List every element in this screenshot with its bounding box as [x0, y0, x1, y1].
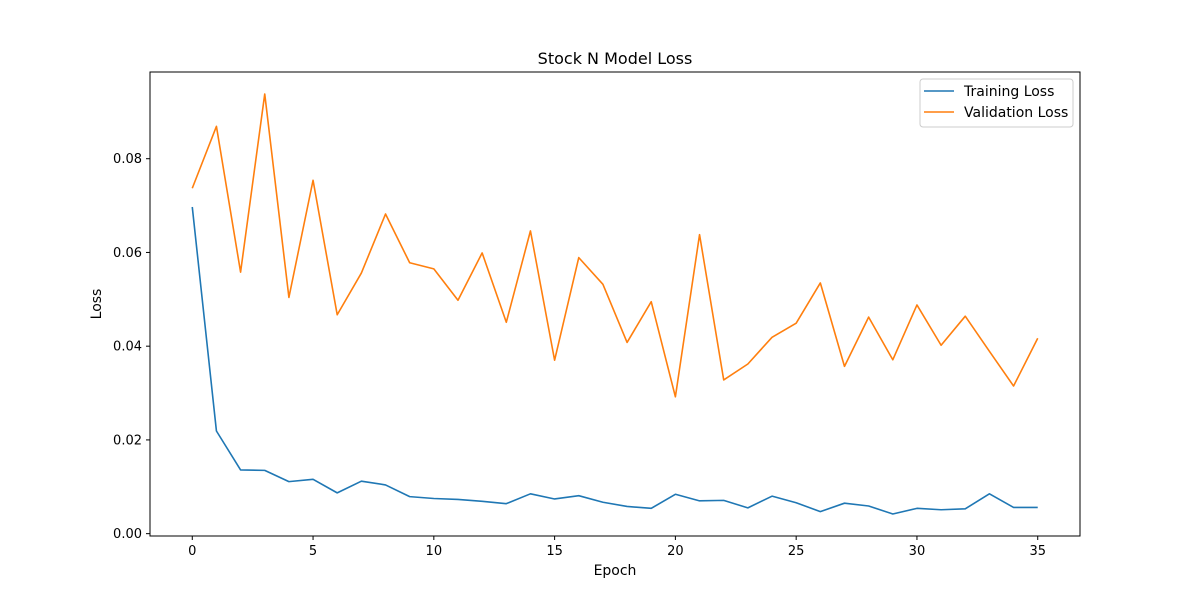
x-tick-label: 35: [1029, 544, 1046, 559]
x-tick-label: 10: [426, 544, 443, 559]
legend: Training Loss Validation Loss: [919, 78, 1074, 128]
x-tick-label: 20: [667, 544, 684, 559]
chart-title: Stock N Model Loss: [538, 49, 693, 68]
x-axis-title: Epoch: [594, 563, 637, 579]
legend-box: [919, 78, 1074, 128]
plot-area-frame: [149, 71, 1081, 537]
series-layer: [191, 93, 1039, 515]
x-tick-label: 5: [309, 544, 317, 559]
training-loss-line: [191, 206, 1038, 515]
y-tick-label: 0.04: [113, 340, 142, 355]
legend-label: Training Loss: [963, 84, 1054, 100]
x-tick-label: 25: [788, 544, 805, 559]
y-tick-label: 0.02: [113, 433, 142, 448]
y-tick-label: 0.06: [113, 246, 142, 261]
ticks-layer: 0 5 10 15 20 25 30 35 0.00 0.02 0.04 0.06 0.08: [113, 152, 1046, 559]
legend-label: Validation Loss: [964, 105, 1068, 121]
y-tick-label: 0.08: [113, 152, 142, 167]
y-tick-label: 0.00: [113, 527, 142, 542]
y-axis-title: Loss: [89, 289, 105, 320]
x-tick-label: 0: [188, 544, 196, 559]
x-tick-label: 15: [546, 544, 563, 559]
validation-loss-line: [191, 93, 1039, 398]
x-tick-label: 30: [909, 544, 926, 559]
